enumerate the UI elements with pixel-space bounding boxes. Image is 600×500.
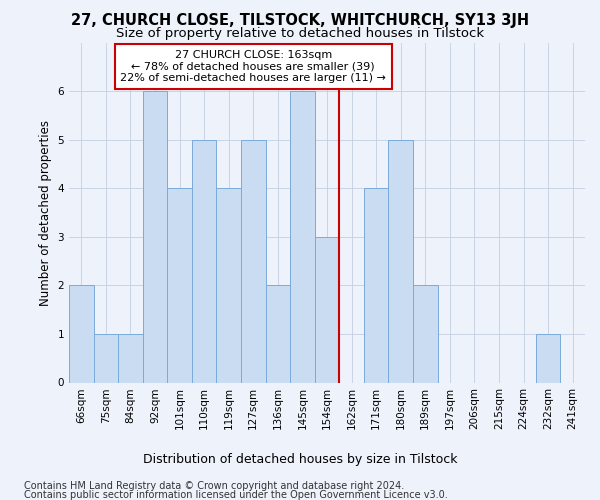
- Bar: [69, 286, 94, 382]
- Y-axis label: Number of detached properties: Number of detached properties: [39, 120, 52, 306]
- Text: 27 CHURCH CLOSE: 163sqm
← 78% of detached houses are smaller (39)
22% of semi-de: 27 CHURCH CLOSE: 163sqm ← 78% of detache…: [121, 50, 386, 83]
- Bar: [388, 140, 413, 382]
- Bar: [241, 140, 266, 382]
- Bar: [118, 334, 143, 382]
- Text: Size of property relative to detached houses in Tilstock: Size of property relative to detached ho…: [116, 28, 484, 40]
- Text: 27, CHURCH CLOSE, TILSTOCK, WHITCHURCH, SY13 3JH: 27, CHURCH CLOSE, TILSTOCK, WHITCHURCH, …: [71, 12, 529, 28]
- Bar: [290, 91, 315, 382]
- Text: Contains HM Land Registry data © Crown copyright and database right 2024.: Contains HM Land Registry data © Crown c…: [24, 481, 404, 491]
- Bar: [94, 334, 118, 382]
- Bar: [315, 237, 339, 382]
- Bar: [266, 286, 290, 382]
- Bar: [217, 188, 241, 382]
- Bar: [413, 286, 437, 382]
- Bar: [536, 334, 560, 382]
- Text: Distribution of detached houses by size in Tilstock: Distribution of detached houses by size …: [143, 452, 457, 466]
- Text: Contains public sector information licensed under the Open Government Licence v3: Contains public sector information licen…: [24, 490, 448, 500]
- Bar: [167, 188, 192, 382]
- Bar: [192, 140, 217, 382]
- Bar: [364, 188, 388, 382]
- Bar: [143, 91, 167, 382]
